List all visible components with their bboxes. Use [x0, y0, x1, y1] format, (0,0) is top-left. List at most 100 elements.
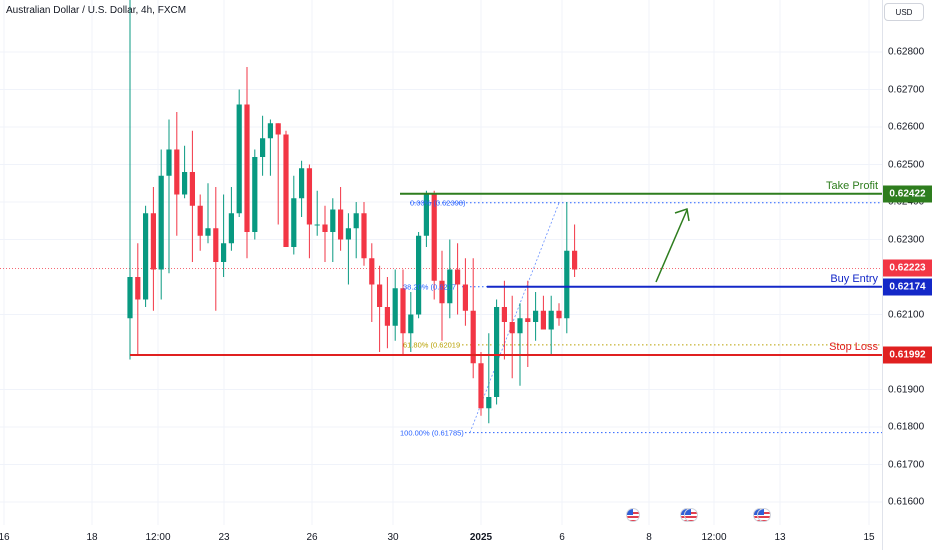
- us-flag-icon[interactable]: [626, 508, 640, 522]
- candle-body: [213, 228, 219, 262]
- candle-body: [462, 284, 468, 311]
- candle-body: [205, 228, 211, 236]
- candle-body: [486, 397, 492, 409]
- price-axis-separator: [882, 0, 883, 550]
- candle-body: [431, 194, 437, 281]
- candle-body: [143, 213, 149, 300]
- x-tick-label: 15: [863, 532, 875, 543]
- candle-body: [564, 250, 570, 319]
- candle-body: [135, 277, 141, 300]
- x-tick-label: 2025: [469, 532, 493, 543]
- y-tick-label: 0.62800: [888, 46, 925, 58]
- candle-body: [494, 307, 500, 397]
- candle-body: [221, 243, 227, 262]
- candle-body: [314, 224, 320, 226]
- candle-body: [338, 209, 344, 240]
- candle-body: [299, 168, 305, 199]
- candle-body: [501, 307, 507, 322]
- y-tick-label: 0.61900: [888, 384, 925, 395]
- x-tick-label: 12:00: [701, 532, 727, 543]
- candle-body: [244, 104, 250, 232]
- projection-arrow-line: [655, 209, 688, 283]
- candle-body: [439, 280, 445, 304]
- candle-body: [478, 363, 484, 409]
- current-price-badge: 0.62223: [883, 259, 932, 277]
- candle-body: [384, 307, 390, 326]
- y-tick-label: 0.62300: [888, 234, 925, 245]
- x-tick-label: 16: [0, 532, 10, 543]
- candle-body: [455, 269, 461, 285]
- candle-body: [182, 172, 188, 195]
- candle-body: [423, 194, 429, 236]
- candle-body: [525, 318, 531, 322]
- y-tick-label: 0.62100: [888, 309, 925, 320]
- candle-body: [353, 213, 359, 229]
- candle-body: [150, 213, 156, 270]
- candle-body: [174, 149, 180, 195]
- candle-body: [197, 205, 203, 236]
- candle-body: [322, 224, 328, 232]
- candle-body: [267, 123, 273, 139]
- stop-loss-badge: 0.61992: [883, 346, 932, 364]
- candle-body: [361, 213, 367, 259]
- candle-body: [369, 258, 375, 285]
- candle-body: [252, 157, 258, 232]
- x-tick-label: 18: [86, 532, 98, 543]
- candle-body: [283, 134, 289, 247]
- us-flag-icon[interactable]: [757, 508, 771, 522]
- candle-body: [260, 138, 266, 157]
- candle-body: [556, 310, 562, 319]
- candle-body: [572, 250, 578, 270]
- fib-trend-line: [469, 202, 560, 433]
- chart-title: Australian Dollar / U.S. Dollar, 4h, FXC…: [6, 5, 187, 16]
- x-tick-label: 6: [559, 532, 565, 543]
- currency-button[interactable]: USD: [884, 3, 924, 21]
- y-tick-label: 0.61600: [888, 496, 925, 508]
- candle-body: [392, 288, 398, 326]
- fib-level-label: 0.00% (0.62398): [410, 198, 466, 208]
- us-flag-icon[interactable]: [684, 508, 698, 522]
- candle-body: [447, 269, 453, 304]
- candle-body: [291, 198, 297, 247]
- candle-body: [517, 318, 523, 334]
- candle-body: [236, 104, 242, 214]
- candle-body: [345, 228, 351, 240]
- x-tick-label: 26: [306, 532, 318, 543]
- candle-body: [228, 213, 234, 244]
- stop-loss-label: Stop Loss: [829, 341, 878, 353]
- projection-arrow-head: [674, 208, 690, 222]
- buy-entry-label: Buy Entry: [830, 272, 878, 285]
- take-profit-label: Take Profit: [826, 179, 878, 192]
- buy-entry-badge: 0.62174: [883, 278, 932, 296]
- candle-body: [548, 310, 554, 330]
- fib-level-label: 38.20% (0.6217: [403, 282, 456, 292]
- candle-body: [158, 175, 164, 270]
- candle-body: [275, 123, 281, 135]
- candle-body: [533, 310, 539, 322]
- y-tick-label: 0.61700: [888, 459, 925, 470]
- candle-body: [408, 314, 414, 334]
- candle-body: [470, 310, 476, 364]
- x-tick-label: 23: [218, 532, 230, 543]
- fib-level-label: 61.80% (0.62019: [403, 340, 461, 350]
- y-tick-label: 0.62700: [888, 84, 925, 95]
- candle-body: [540, 310, 546, 330]
- candle-body: [509, 322, 515, 334]
- candle-body: [330, 209, 336, 232]
- y-tick-label: 0.61800: [888, 421, 925, 433]
- candle-body: [189, 172, 195, 206]
- y-tick-label: 0.62500: [888, 159, 925, 170]
- candle-body: [416, 235, 422, 315]
- candle-body: [400, 288, 406, 334]
- candle-body: [306, 168, 312, 225]
- take-profit-badge: 0.62422: [883, 185, 932, 203]
- candle-body: [377, 284, 383, 307]
- x-tick-label: 8: [646, 532, 652, 543]
- y-tick-label: 0.62600: [888, 121, 925, 133]
- x-tick-label: 13: [774, 532, 786, 543]
- x-tick-label: 12:00: [145, 532, 171, 543]
- candle-body: [127, 277, 133, 319]
- candle-body: [166, 149, 172, 176]
- fib-level-label: 100.00% (0.61785): [400, 428, 464, 438]
